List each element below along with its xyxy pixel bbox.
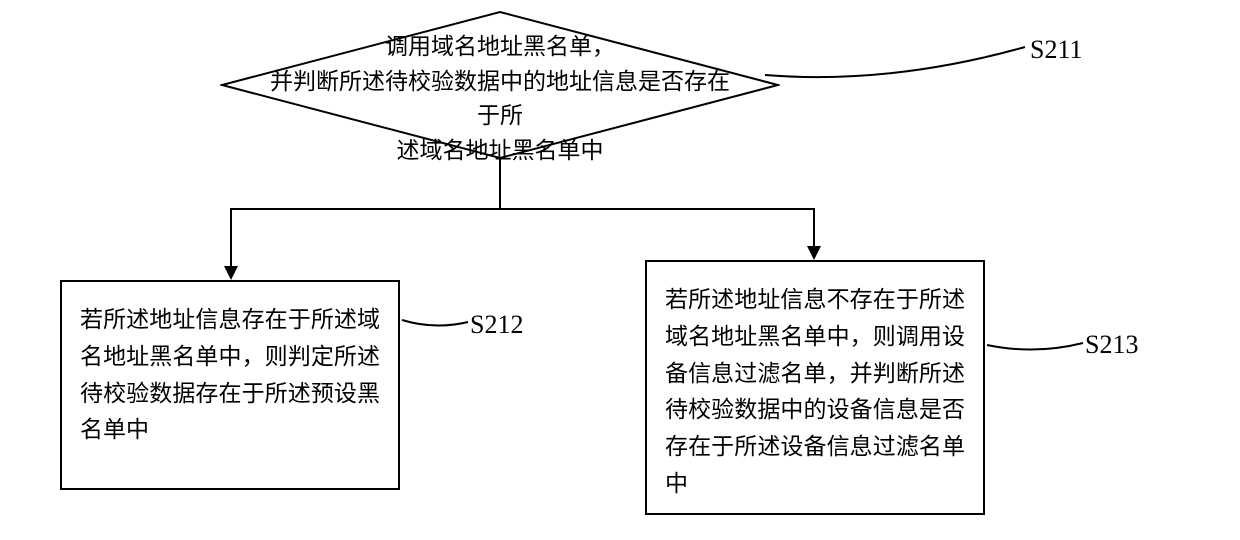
- arrow-right: [807, 246, 821, 260]
- curve-s211: [760, 30, 1035, 90]
- left-box-text: 若所述地址信息存在于所述域名地址黑名单中，则判定所述待校验数据存在于所述预设黑名…: [80, 307, 380, 442]
- connector-horizontal: [230, 208, 815, 210]
- label-s213: S213: [1085, 330, 1138, 360]
- label-s212: S212: [470, 310, 523, 340]
- right-process-box: 若所述地址信息不存在于所述域名地址黑名单中，则调用设备信息过滤名单，并判断所述待…: [645, 260, 985, 515]
- connector-right-down: [813, 208, 815, 246]
- curve-s213: [985, 330, 1090, 360]
- label-s211: S211: [1030, 35, 1083, 65]
- connector-main-down: [499, 158, 501, 208]
- decision-line2: 并判断所述待校验数据中的地址信息是否存在于所: [270, 69, 730, 129]
- arrow-left: [224, 266, 238, 280]
- left-process-box: 若所述地址信息存在于所述域名地址黑名单中，则判定所述待校验数据存在于所述预设黑名…: [60, 280, 400, 490]
- decision-node: 调用域名地址黑名单， 并判断所述待校验数据中的地址信息是否存在于所 述域名地址黑…: [220, 10, 780, 160]
- right-box-text: 若所述地址信息不存在于所述域名地址黑名单中，则调用设备信息过滤名单，并判断所述待…: [665, 287, 965, 496]
- decision-text: 调用域名地址黑名单， 并判断所述待校验数据中的地址信息是否存在于所 述域名地址黑…: [270, 30, 730, 168]
- connector-left-down: [230, 208, 232, 266]
- decision-line1: 调用域名地址黑名单，: [385, 34, 615, 59]
- curve-s212: [400, 305, 475, 335]
